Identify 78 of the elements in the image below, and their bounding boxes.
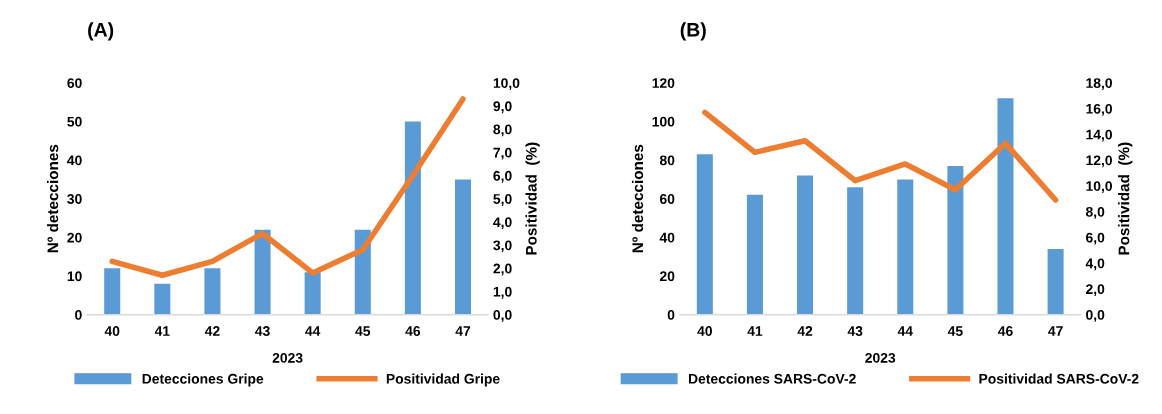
x-tick-label: 47: [455, 326, 471, 336]
x-tick-label: 44: [897, 326, 913, 336]
bar: [847, 187, 864, 315]
x-tick-label: 45: [355, 326, 371, 336]
y2-tick-label: 10,0: [1086, 181, 1112, 194]
y-tick-label: 120: [652, 78, 675, 88]
x-tick-label: 45: [947, 326, 963, 336]
y2-tick-label: 14,0: [1086, 129, 1112, 142]
bar: [254, 229, 271, 315]
x-tick-label: 42: [204, 326, 220, 336]
y-tick-label: 60: [659, 194, 675, 204]
bar: [304, 272, 321, 315]
chart-title: (B): [680, 22, 706, 41]
x-tick-label: 46: [997, 326, 1013, 336]
x-tick-label: 40: [104, 326, 120, 336]
bar: [947, 165, 964, 315]
bar: [997, 98, 1014, 315]
y2-tick-label: 8,0: [1085, 206, 1105, 219]
y2-tick-label: 0,0: [1086, 309, 1105, 322]
y2-tick-label: 0,0: [493, 309, 512, 322]
y2-axis-title: Positividad (%): [525, 142, 540, 255]
bar: [454, 179, 471, 315]
y-tick-label: 20: [659, 271, 675, 282]
y-tick-label: 100: [652, 116, 675, 127]
bar: [746, 194, 763, 315]
bar: [897, 179, 914, 315]
x-axis-title: 2023: [865, 352, 896, 363]
legend-label: Detecciones Gripe: [142, 373, 264, 387]
legend-label: Detecciones SARS-CoV-2: [688, 373, 856, 384]
x-tick-label: 47: [1048, 326, 1063, 336]
bar: [797, 175, 814, 315]
bar: [404, 121, 421, 315]
y2-tick-label: 6,0: [493, 170, 512, 183]
y-axis-title: Nº detecciones: [631, 144, 644, 253]
y-tick-label: 40: [67, 155, 82, 166]
x-tick-label: 40: [697, 326, 712, 336]
y-tick-label: 0: [667, 309, 675, 320]
y2-tick-label: 3,0: [493, 240, 512, 253]
x-tick-label: 43: [847, 326, 863, 336]
y2-tick-label: 5,0: [493, 194, 512, 206]
bar: [104, 268, 121, 315]
x-axis-title: 2023: [272, 352, 303, 363]
x-tick-label: 41: [154, 326, 170, 336]
y2-axis-title: Positividad (%): [1118, 142, 1133, 255]
y2-tick-label: 9,0: [493, 101, 512, 114]
y-tick-label: 80: [659, 155, 675, 166]
y2-tick-label: 2,0: [1086, 284, 1105, 297]
bar: [696, 154, 713, 315]
y2-tick-label: 6,0: [1086, 232, 1105, 245]
x-tick-label: 42: [797, 326, 813, 336]
legend-label: Positividad SARS-CoV-2: [979, 373, 1139, 384]
y-tick-label: 30: [67, 194, 82, 204]
y-tick-label: 50: [67, 116, 82, 127]
y-tick-label: 60: [67, 78, 82, 88]
y-axis-title: Nº detecciones: [47, 144, 59, 253]
legend-label: Positividad Gripe: [386, 373, 500, 387]
x-tick-label: 43: [255, 326, 270, 336]
y-tick-label: 0: [75, 309, 82, 320]
y2-tick-label: 4,0: [493, 217, 512, 230]
y2-tick-label: 2,0: [493, 263, 512, 276]
bar: [1047, 248, 1064, 315]
y2-tick-label: 7,0: [493, 147, 512, 160]
chart-title: (A): [88, 22, 114, 41]
bar: [204, 268, 221, 315]
y-tick-label: 40: [659, 232, 675, 243]
y2-tick-label: 12,0: [1086, 155, 1112, 168]
y-tick-label: 20: [67, 232, 82, 243]
y2-tick-label: 16,0: [1086, 103, 1112, 116]
y2-tick-label: 1,0: [493, 286, 512, 299]
y2-tick-label: 18,0: [1086, 78, 1112, 90]
x-tick-label: 46: [405, 326, 421, 336]
y-tick-label: 10: [67, 271, 82, 282]
y2-tick-label: 4,0: [1085, 258, 1105, 271]
y2-tick-label: 10,0: [493, 78, 520, 90]
y2-tick-label: 8,0: [493, 124, 512, 137]
x-tick-label: 44: [305, 326, 321, 336]
x-tick-label: 41: [747, 326, 763, 336]
bar: [154, 283, 171, 315]
